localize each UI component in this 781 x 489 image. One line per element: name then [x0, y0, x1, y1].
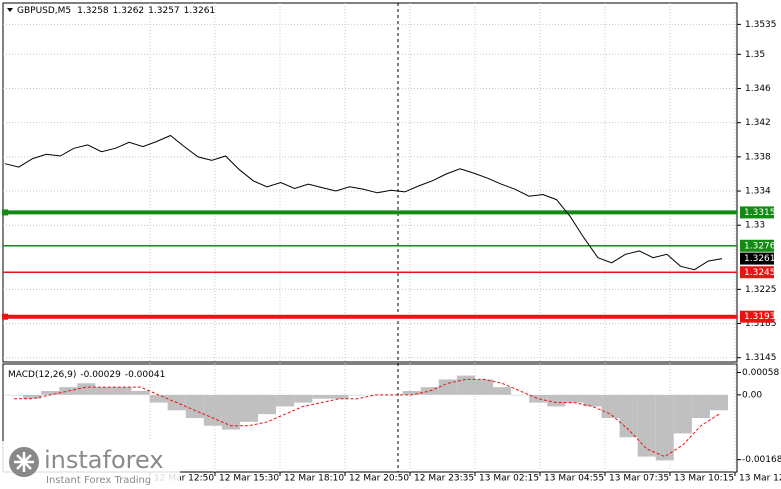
y-tick-label: 1.3225 [745, 285, 777, 295]
y-tick-label: 1.342 [745, 118, 771, 128]
macd-bar [673, 394, 692, 434]
x-tick-label: 13 Mar 10:15 [674, 474, 734, 484]
last-price-bg [740, 252, 774, 265]
signal-line [14, 378, 720, 458]
macd-bar [655, 394, 674, 461]
y-tick-label: 0.00 [742, 390, 762, 400]
macd-bar [493, 387, 512, 395]
macd-bar [149, 394, 168, 403]
macd-bar [131, 391, 150, 395]
open: 1.3258 [77, 6, 109, 16]
signal-readout: -0.00041 [125, 370, 165, 380]
brand: instaforex [44, 446, 164, 474]
level-label: 1.3245 [744, 268, 776, 278]
macd-bar [583, 394, 602, 407]
macd-bar [402, 391, 421, 395]
y-tick-label: 0.00058 [742, 368, 779, 378]
macd-bar [276, 394, 295, 407]
macd-bar [456, 375, 475, 395]
tagline: Instant Forex Trading [46, 475, 151, 486]
y-tick-label: 1.33 [745, 221, 765, 231]
y-tick-label: 1.35 [745, 50, 765, 60]
macd-bar [474, 379, 494, 395]
x-tick-label: 12 Mar 20:50 [349, 474, 409, 484]
x-tick-label: 13 Mar 04:55 [544, 474, 604, 484]
x-tick-label: 12 Mar 15:30 [219, 474, 279, 484]
level-label-bg [740, 266, 774, 279]
macd-bar [77, 383, 96, 395]
menu-arrow [7, 8, 13, 12]
macd-bar [637, 394, 656, 457]
macd-bar [511, 394, 530, 396]
y-tick-label: 1.3145 [745, 353, 777, 363]
high: 1.3262 [113, 6, 145, 16]
macd-bar [348, 394, 367, 396]
price-pane [2, 2, 738, 363]
low: 1.3257 [148, 6, 180, 16]
level-label: 1.3315 [744, 208, 776, 218]
macd-bar [113, 387, 132, 395]
y-tick-label: 1.346 [745, 84, 771, 94]
macd-bar [565, 394, 584, 403]
level-marker [2, 209, 8, 216]
y-tick-label: 1.338 [745, 152, 771, 162]
macd-bar [691, 394, 710, 418]
macd-bar [330, 394, 349, 399]
layer: 12 Mar 12:50 12 Mar 15:30 12 Mar 18:10 12 M… [2, 3, 781, 484]
macd-bar [384, 394, 403, 396]
symbol: GBPUSD,M5 [17, 6, 71, 16]
y-tick-label: -0.00168 [742, 455, 781, 465]
macd-bar [258, 394, 277, 415]
macd-bar [619, 394, 638, 438]
y-tick-label: 1.334 [745, 187, 771, 197]
macd-bar [41, 391, 60, 395]
macd-pane [2, 363, 738, 473]
level-label-bg [740, 310, 774, 323]
price-line [4, 134, 723, 271]
macd-readout: -0.00029 [80, 370, 121, 380]
macd-bar [529, 394, 548, 403]
macd-bar [203, 394, 222, 426]
macd-bar [185, 394, 204, 418]
logo-star [14, 452, 34, 472]
macd-bar [95, 387, 114, 395]
level-label: 1.3193 [744, 312, 776, 322]
x-tick-label: 12 Mar 23:35 [414, 474, 474, 484]
macd-bar [294, 394, 313, 403]
header: GBPUSD,M5 1.3258 1.3262 1.3257 1.3261 [17, 6, 215, 16]
macd-bar [438, 379, 457, 395]
level-label-bg [740, 239, 774, 252]
close: 1.3261 [184, 6, 216, 16]
macd-header: MACD(12,26,9) -0.00029 -0.00041 [8, 370, 165, 380]
level-label-bg [740, 206, 774, 219]
macd-bar [312, 394, 331, 399]
x-tick-label: 12 Mar 12:50 [154, 474, 214, 484]
macd-bar [601, 394, 620, 418]
level-marker [2, 313, 8, 320]
level-label: 1.3276 [744, 241, 776, 251]
macd-bar [547, 394, 566, 407]
last-price: 1.3261 [744, 254, 776, 264]
x-tick-label: 13 Mar 02:15 [479, 474, 539, 484]
macd-bar [221, 394, 240, 430]
macd-bar [23, 394, 42, 399]
macd-bar [709, 394, 728, 411]
y-tick-label: 1.3185 [745, 319, 777, 329]
macd-bar [5, 394, 24, 396]
x-tick-label: 13 Mar 12:55 [739, 474, 781, 484]
y-tick-label: 1.3535 [745, 20, 777, 30]
x-tick-label: 12 Mar 18:10 [284, 474, 344, 484]
x-tick-label: 13 Mar 07:35 [609, 474, 669, 484]
macd-title: MACD(12,26,9) [8, 370, 76, 380]
logo: instaforex Instant Forex Trading [0, 441, 180, 489]
macd-bar [239, 394, 259, 422]
